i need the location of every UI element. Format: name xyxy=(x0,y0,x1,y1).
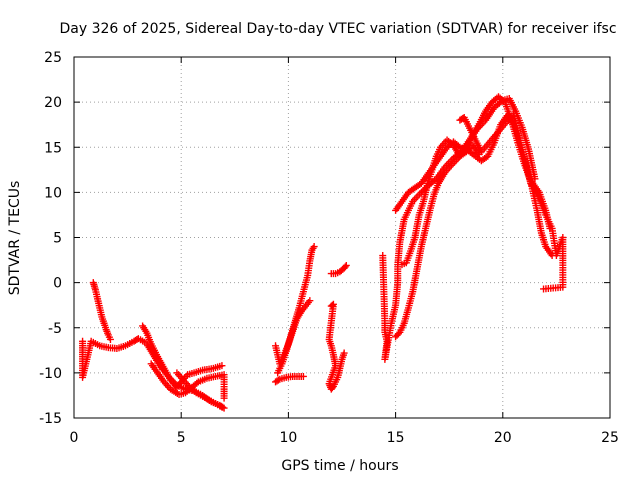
series-track-early-left xyxy=(79,335,149,381)
data-point xyxy=(218,362,226,370)
data-point xyxy=(299,372,307,380)
x-tick-label: 15 xyxy=(387,430,405,446)
y-tick-label: 5 xyxy=(53,231,62,247)
y-tick-label: 25 xyxy=(44,50,62,66)
data-point xyxy=(454,142,462,150)
data-point xyxy=(218,403,226,411)
data-point xyxy=(310,243,318,251)
data-point xyxy=(540,285,548,293)
data-point xyxy=(394,330,402,338)
data-point xyxy=(191,387,199,395)
x-tick-label: 0 xyxy=(70,430,79,446)
data-point xyxy=(220,394,228,402)
data-point xyxy=(328,384,336,392)
x-tick-label: 5 xyxy=(177,430,186,446)
chart-title: Day 326 of 2025, Sidereal Day-to-day VTE… xyxy=(59,21,616,37)
x-tick-label: 25 xyxy=(601,430,619,446)
data-point xyxy=(340,349,348,357)
data-point xyxy=(341,263,349,271)
y-tick-label: 0 xyxy=(53,276,62,292)
axis-ticks: 0 5 10 15 20 25 -15 -10 -5 0 5 10 15 20 25 xyxy=(39,50,619,446)
data-series xyxy=(79,93,567,412)
data-point xyxy=(274,376,282,384)
y-tick-label: 20 xyxy=(44,95,62,111)
series-track-late-isolated xyxy=(456,110,567,293)
x-tick-label: 10 xyxy=(279,430,297,446)
y-tick-label: -15 xyxy=(39,411,62,427)
series-track-early-descending xyxy=(89,279,114,343)
series-track-midday-c xyxy=(272,372,307,386)
series-track-morning-c xyxy=(147,360,228,402)
series-track-midday-e xyxy=(325,300,348,393)
data-point xyxy=(342,261,350,269)
y-tick-label: 10 xyxy=(44,185,62,201)
data-point xyxy=(193,379,201,387)
data-point xyxy=(306,297,314,305)
x-tick-label: 20 xyxy=(494,430,512,446)
x-axis-label: GPS time / hours xyxy=(281,458,398,474)
y-axis-label: SDTVAR / TECUs xyxy=(7,181,23,296)
series-track-afternoon-a xyxy=(379,93,556,363)
series-track-midday-b xyxy=(274,243,318,377)
data-point xyxy=(106,335,114,343)
y-tick-label: -10 xyxy=(39,366,62,382)
y-tick-label: -5 xyxy=(48,321,62,337)
y-tick-label: 15 xyxy=(44,140,62,156)
series-track-morning-d xyxy=(173,369,226,411)
series-track-midday-d xyxy=(327,261,350,278)
